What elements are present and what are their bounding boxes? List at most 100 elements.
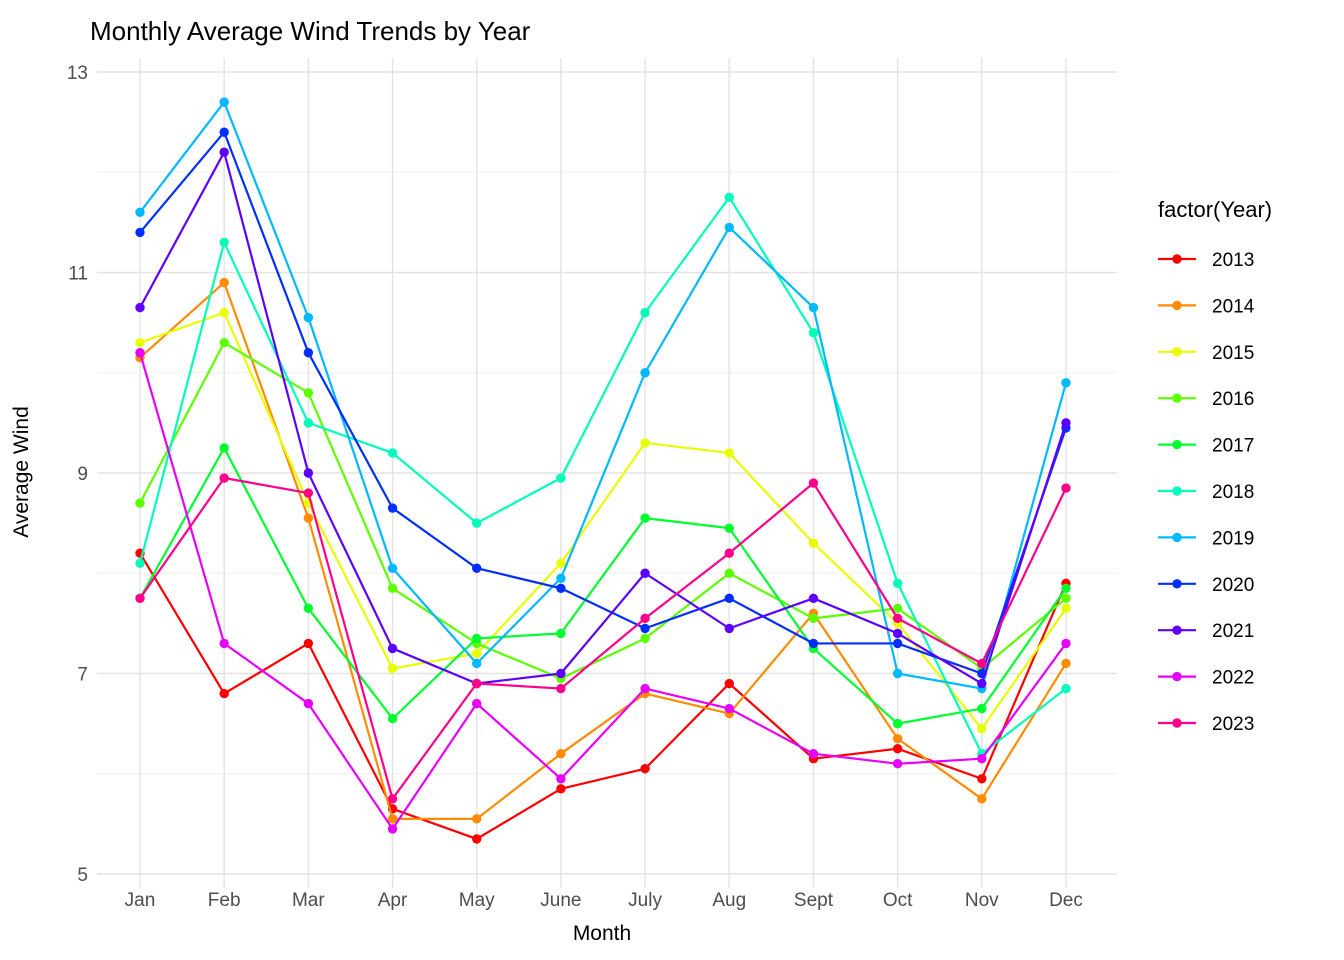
series-point-2017-Nov (977, 703, 987, 714)
series-point-2014-Oct (892, 733, 903, 744)
legend-entry-label: 2021 (1212, 621, 1254, 642)
series-point-2020-Mar (303, 348, 314, 358)
series-point-2020-Sept (808, 638, 819, 649)
legend-entry: 2020 (1158, 575, 1254, 596)
series-point-2013-Feb (219, 688, 229, 699)
series-point-2014-Mar (303, 513, 314, 523)
series-point-2021-Dec (1061, 418, 1071, 428)
series-point-2015-Sept (808, 538, 819, 548)
legend-entry: 2019 (1158, 528, 1254, 549)
legend-entry: 2023 (1158, 714, 1254, 735)
series-point-2021-June (556, 668, 566, 679)
legend-key-point (1172, 347, 1182, 357)
y-axis-title: Average Wind (10, 406, 33, 538)
series-point-2018-May (472, 518, 482, 528)
series-point-2013-Mar (303, 638, 314, 649)
series-point-2018-Jan (135, 558, 145, 568)
y-tick-label: 13 (67, 63, 88, 84)
legend-entry: 2022 (1158, 668, 1254, 689)
legend-entry-label: 2020 (1212, 575, 1254, 596)
legend-entry-label: 2013 (1212, 250, 1254, 271)
x-tick-label: July (628, 890, 662, 911)
series-line-2016 (139, 341, 1067, 680)
legend-entry-label: 2018 (1212, 482, 1254, 503)
x-tick-label: Feb (208, 890, 241, 911)
series-point-2016-July (640, 633, 650, 644)
series-point-2023-Nov (977, 658, 987, 669)
series-point-2018-June (556, 473, 566, 483)
series-point-2016-Oct (892, 603, 903, 614)
series-point-2022-Feb (219, 638, 229, 649)
legend-entry-label: 2016 (1212, 389, 1254, 410)
x-tick-label: June (540, 890, 581, 911)
series-point-2015-Apr (387, 663, 398, 674)
series-point-2022-Apr (387, 824, 398, 834)
series-point-2016-Feb (219, 337, 229, 348)
series-point-2014-Apr (387, 814, 398, 824)
legend-key-point (1172, 254, 1182, 264)
series-point-2020-May (472, 563, 482, 573)
series-point-2023-Mar (303, 488, 314, 498)
legend-entry: 2016 (1158, 389, 1254, 410)
series-point-2021-Apr (387, 643, 398, 654)
series-point-2016-Jan (135, 498, 145, 508)
series-point-2021-Nov (977, 678, 987, 689)
axis-ticks-layer: 5 7 9 11 13 Jan Feb Mar Apr May June July Aug Sept Oct… (67, 63, 1083, 911)
series-point-2023-May (472, 678, 482, 689)
series-point-2022-Jan (135, 348, 145, 358)
legend-entry-label: 2019 (1212, 528, 1254, 549)
series-point-2015-July (640, 438, 650, 448)
legend-key-point (1172, 625, 1182, 635)
series-point-2014-Feb (219, 277, 229, 288)
series-point-2020-June (556, 583, 566, 593)
series-point-2017-Mar (303, 603, 314, 614)
series-point-2013-July (640, 764, 650, 774)
x-tick-label: Apr (378, 890, 408, 911)
series-point-2017-Oct (892, 718, 903, 729)
y-tick-label: 11 (68, 264, 88, 285)
legend-key-point (1172, 393, 1182, 403)
series-point-2020-July (640, 623, 650, 634)
series-layer (135, 97, 1071, 844)
x-tick-label: Jan (125, 890, 156, 911)
series-point-2019-Aug (724, 222, 734, 233)
series-point-2021-Aug (724, 623, 734, 634)
legend-key-point (1172, 532, 1182, 543)
legend-entry: 2021 (1158, 621, 1254, 642)
series-point-2018-July (640, 307, 650, 318)
chart-title: Monthly Average Wind Trends by Year (90, 16, 531, 46)
series-point-2015-Feb (219, 307, 229, 318)
legend: 2013 2014 2015 2016 2017 2018 2019 2020 2021 2022… (1158, 250, 1255, 735)
series-point-2019-Jan (135, 207, 145, 218)
series-point-2015-Aug (724, 448, 734, 458)
series-point-2021-Sept (808, 593, 819, 604)
series-point-2022-Oct (892, 759, 903, 769)
legend-entry: 2015 (1158, 343, 1254, 364)
series-point-2020-Feb (219, 127, 229, 137)
series-point-2022-Aug (724, 703, 734, 714)
series-point-2019-Apr (387, 563, 398, 573)
legend-title: factor(Year) (1158, 197, 1272, 222)
series-point-2018-Apr (387, 448, 398, 458)
series-point-2013-June (556, 784, 566, 794)
legend-key-point (1172, 486, 1182, 496)
legend-entry: 2014 (1158, 296, 1255, 317)
legend-entry-label: 2022 (1212, 668, 1254, 689)
series-line-2022 (138, 352, 1067, 830)
series-point-2015-Dec (1061, 603, 1071, 614)
series-point-2018-Sept (808, 327, 819, 338)
series-point-2013-Nov (977, 774, 987, 784)
series-point-2016-Apr (387, 583, 398, 593)
series-point-2019-Oct (892, 668, 903, 679)
series-point-2023-Oct (892, 613, 903, 624)
legend-entry-label: 2017 (1212, 436, 1254, 457)
series-point-2019-June (556, 573, 566, 583)
series-point-2023-Apr (387, 794, 398, 804)
series-point-2017-May (472, 633, 482, 644)
series-point-2018-Dec (1061, 683, 1071, 694)
series-point-2019-Sept (808, 302, 819, 313)
series-point-2022-July (640, 683, 650, 694)
series-point-2013-Aug (724, 678, 734, 689)
series-point-2020-Oct (892, 638, 903, 649)
